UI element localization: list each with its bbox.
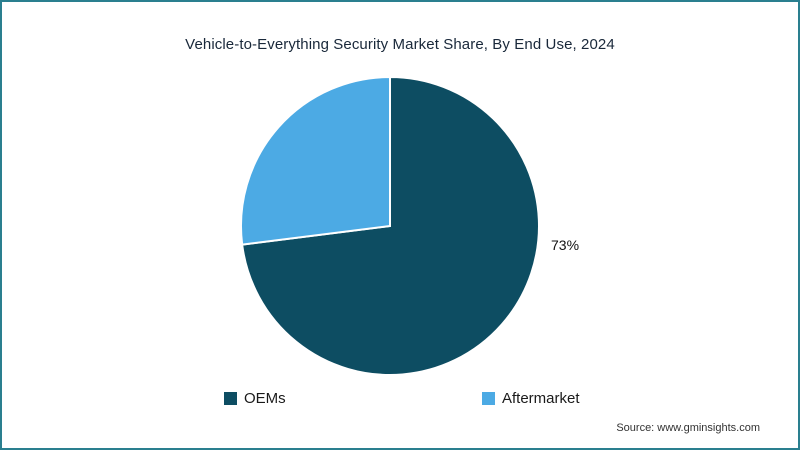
legend-item-oems: OEMs bbox=[224, 390, 286, 407]
source-attribution: Source: www.gminsights.com bbox=[616, 422, 760, 434]
legend-swatch-aftermarket-icon bbox=[482, 392, 495, 405]
pie-slice-aftermarket bbox=[240, 75, 391, 246]
pie-data-label-oems: 73% bbox=[551, 237, 580, 253]
legend-label-oems: OEMs bbox=[244, 390, 286, 407]
legend-item-aftermarket: Aftermarket bbox=[482, 390, 580, 407]
legend-label-aftermarket: Aftermarket bbox=[502, 390, 580, 407]
legend-swatch-oems-icon bbox=[224, 392, 237, 405]
chart-title: Vehicle-to-Everything Security Market Sh… bbox=[185, 36, 615, 53]
